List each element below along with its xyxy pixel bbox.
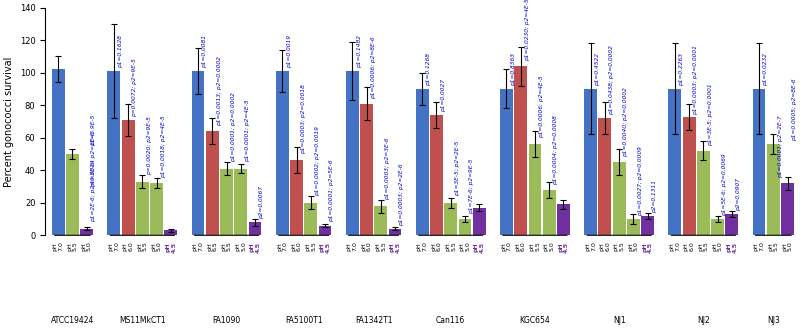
Text: p1=7E-6; p2=9E-5: p1=7E-6; p2=9E-5	[469, 159, 474, 214]
Text: NJ1: NJ1	[613, 316, 625, 325]
Bar	[220, 169, 233, 235]
Text: p=0.0072; p2=9E-5: p=0.0072; p2=9E-5	[132, 58, 137, 116]
Bar	[290, 161, 303, 235]
Bar	[276, 71, 289, 235]
Bar	[514, 66, 527, 235]
Bar	[107, 71, 120, 235]
Text: KGC654: KGC654	[520, 316, 550, 325]
Text: p1=0.8363: p1=0.8363	[511, 53, 516, 86]
Bar	[122, 120, 135, 235]
Y-axis label: Percent gonococci survival: Percent gonococci survival	[4, 56, 15, 187]
Text: p1=0.0027; p2=0.0009: p1=0.0027; p2=0.0009	[638, 146, 642, 216]
Text: p1=0.1268: p1=0.1268	[426, 53, 431, 86]
Text: p1=0.0003; p2=0.0018: p1=0.0003; p2=0.0018	[301, 84, 305, 154]
Bar	[683, 116, 696, 235]
Text: FA1090: FA1090	[213, 316, 241, 325]
Text: p1=0.0005; p2=8E-6: p1=0.0005; p2=8E-6	[791, 78, 797, 141]
Bar	[584, 89, 597, 235]
Bar	[725, 214, 738, 235]
Bar	[753, 89, 766, 235]
Bar	[235, 169, 247, 235]
Bar	[346, 71, 359, 235]
Text: p1=5E-6; p2=0.0069: p1=5E-6; p2=0.0069	[722, 153, 727, 216]
Bar	[360, 104, 373, 235]
Text: p1=0.0027: p1=0.0027	[441, 79, 446, 112]
Text: p1=0.0003; p2=2E-6: p1=0.0003; p2=2E-6	[399, 163, 405, 225]
Text: p1=0.0230; p2=4E-5: p1=0.0230; p2=4E-5	[525, 0, 530, 61]
Text: p1=0.0006; p2=4E-5: p1=0.0006; p2=4E-5	[539, 75, 544, 138]
Bar	[781, 183, 794, 235]
Text: p2=0.0907: p2=0.0907	[736, 178, 742, 211]
Text: p2=0.0067: p2=0.0067	[260, 186, 264, 219]
Bar	[627, 219, 640, 235]
Text: p1=0.0001; p2=2E-7: p1=0.0001; p2=2E-7	[778, 116, 783, 178]
Text: p1=0.1628: p1=0.1628	[118, 35, 123, 68]
Text: p1=0.0040; p2=0.0002: p1=0.0040; p2=0.0002	[623, 88, 629, 157]
Bar	[305, 203, 318, 235]
Text: p1=3E-6; p2=1E-6: p1=3E-6; p2=1E-6	[91, 131, 96, 187]
Bar	[529, 144, 542, 235]
Bar	[318, 225, 331, 235]
Bar	[388, 229, 401, 235]
Bar	[249, 222, 261, 235]
Text: p1=2E-6; p2=0.0014: p1=2E-6; p2=0.0014	[91, 160, 96, 222]
Bar	[668, 89, 681, 235]
Text: p1=0.4522: p1=0.4522	[595, 53, 600, 86]
Bar	[599, 118, 611, 235]
Bar	[500, 89, 513, 235]
Bar	[557, 204, 570, 235]
Text: p1=0.0004; p2=0.0008: p1=0.0004; p2=0.0008	[554, 115, 559, 185]
Text: FA1342T1: FA1342T1	[355, 316, 393, 325]
Text: p2=0.1311: p2=0.1311	[652, 180, 657, 213]
Text: p1=0.0001; p2=4E-5: p1=0.0001; p2=4E-5	[245, 99, 250, 162]
Text: p1=0.1482: p1=0.1482	[356, 35, 362, 68]
Bar	[711, 219, 724, 235]
Bar	[473, 208, 486, 235]
Bar	[206, 131, 218, 235]
Text: ATCC19424: ATCC19424	[51, 316, 94, 325]
Text: p1=3.9E-5: p1=3.9E-5	[91, 114, 96, 146]
Bar	[444, 203, 457, 235]
Bar	[136, 182, 149, 235]
Text: FA5100T1: FA5100T1	[285, 316, 322, 325]
Bar	[642, 216, 654, 235]
Text: NJ3: NJ3	[767, 316, 779, 325]
Bar	[459, 219, 472, 235]
Bar	[81, 229, 93, 235]
Text: NJ2: NJ2	[697, 316, 710, 325]
Text: MS11MkCT1: MS11MkCT1	[119, 316, 166, 325]
Text: p1=0.0232: p1=0.0232	[763, 53, 768, 86]
Text: p1=0.0001; p2=0.0002: p1=0.0001; p2=0.0002	[231, 92, 236, 162]
Bar	[416, 89, 429, 235]
Bar	[542, 190, 555, 235]
Text: Can116: Can116	[436, 316, 465, 325]
Text: p1=0.0002; p2=0.0019: p1=0.0002; p2=0.0019	[315, 126, 320, 196]
Text: p=0.0020; p2=9E-5: p=0.0020; p2=9E-5	[147, 116, 152, 175]
Text: p1=3E-5; p2=0.0001: p1=3E-5; p2=0.0001	[708, 83, 713, 146]
Bar	[192, 71, 205, 235]
Bar	[613, 162, 625, 235]
Bar	[430, 115, 442, 235]
Text: p1=0.0001; p2=5E-6: p1=0.0001; p2=5E-6	[330, 160, 334, 222]
Text: p1=0.0081: p1=0.0081	[202, 35, 207, 68]
Bar	[52, 69, 64, 235]
Text: p1=0.2263: p1=0.2263	[679, 53, 684, 86]
Text: p1=3E-5; p2=2E-5: p1=3E-5; p2=2E-5	[455, 141, 460, 196]
Bar	[374, 206, 387, 235]
Text: p1=0.0003; p2=3E-6: p1=0.0003; p2=3E-6	[385, 137, 390, 199]
Bar	[66, 154, 79, 235]
Bar	[150, 183, 163, 235]
Bar	[697, 151, 710, 235]
Bar	[767, 144, 779, 235]
Text: p1=0.0018; p2=4E-5: p1=0.0018; p2=4E-5	[161, 116, 166, 178]
Bar	[164, 230, 177, 235]
Text: p1=0.0003; p2=0.0001: p1=0.0003; p2=0.0001	[693, 45, 698, 115]
Text: p1=0.0013; p2=0.0002: p1=0.0013; p2=0.0002	[217, 57, 222, 126]
Text: p1=0.0438; p2=0.0002: p1=0.0438; p2=0.0002	[609, 45, 614, 115]
Text: p1=0.0006; p2=8E-6: p1=0.0006; p2=8E-6	[371, 36, 376, 99]
Text: p1=0.0019: p1=0.0019	[287, 35, 292, 68]
